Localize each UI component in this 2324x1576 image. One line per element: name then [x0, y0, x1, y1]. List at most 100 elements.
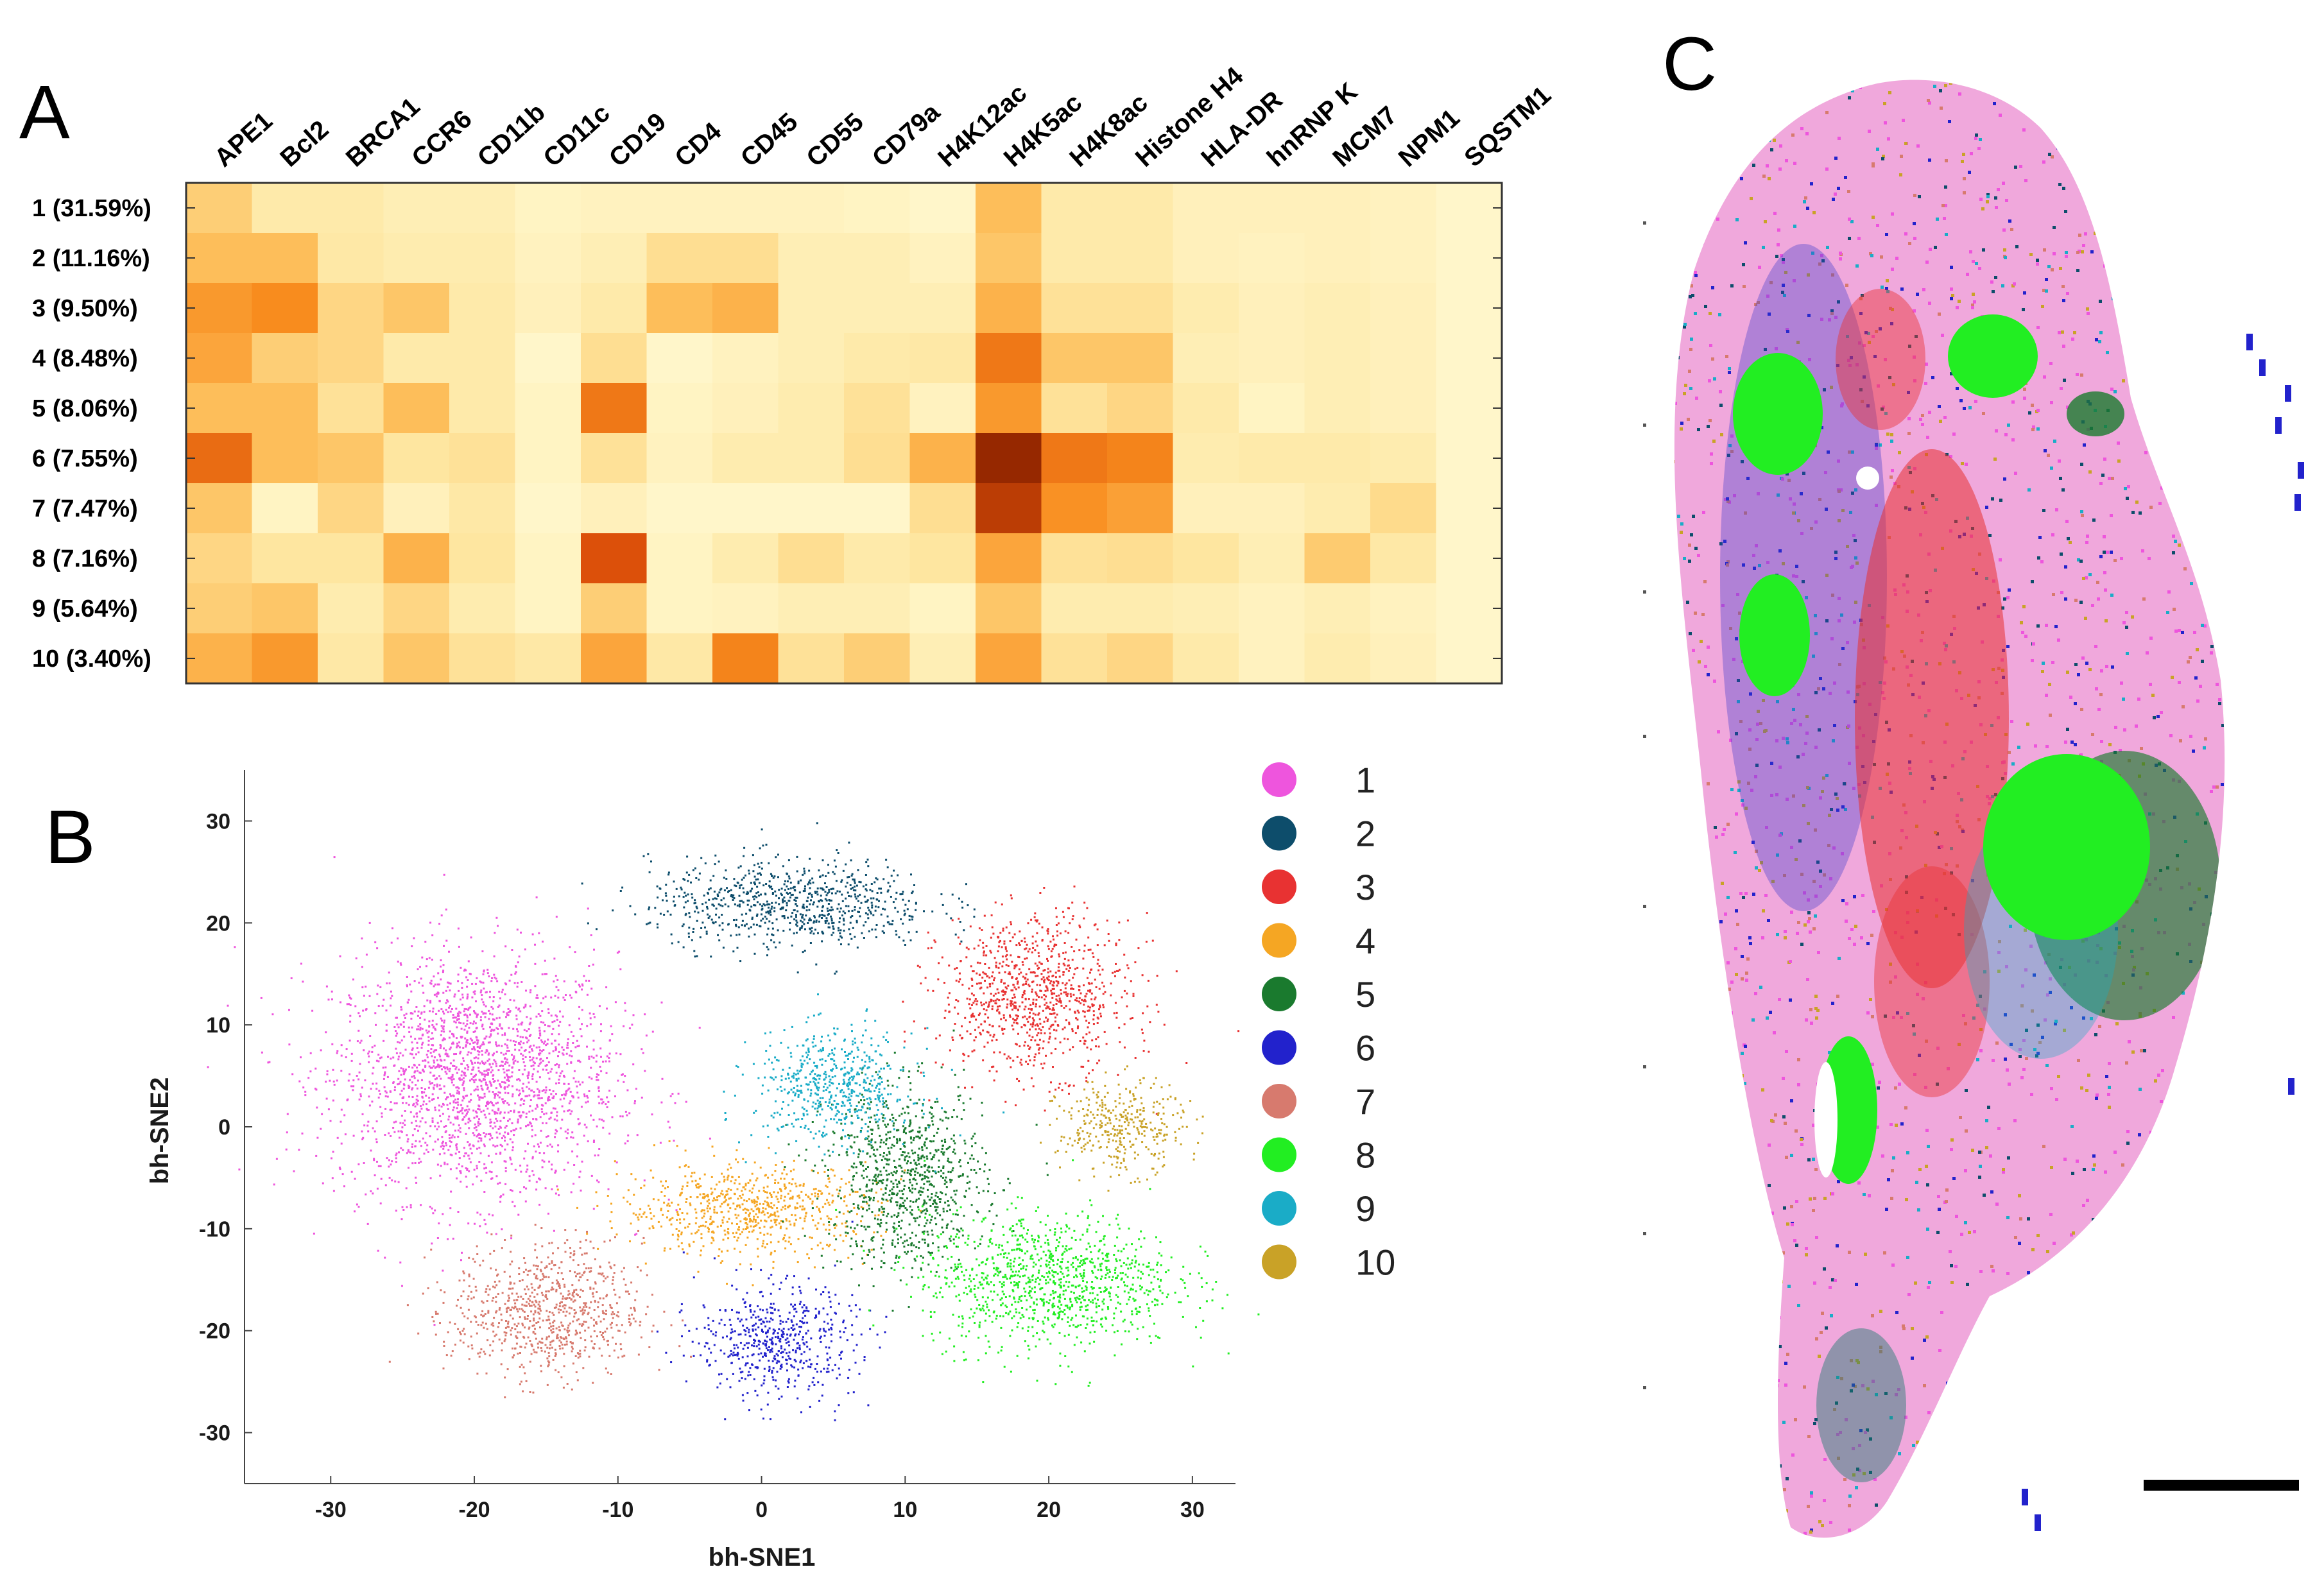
heatmap-cell: [1173, 233, 1239, 284]
tsne-point: [506, 1069, 508, 1072]
tsne-point: [338, 1167, 341, 1169]
tsne-point: [368, 1095, 370, 1098]
tsne-point: [538, 932, 540, 934]
tsne-point: [1067, 907, 1069, 909]
tsne-point: [682, 1248, 684, 1251]
tsne-point: [1103, 944, 1106, 946]
tsne-point: [487, 1054, 490, 1056]
tsne-point: [789, 881, 792, 884]
tsne-point: [777, 1198, 779, 1201]
heatmap-cell: [1173, 533, 1239, 584]
tsne-point: [784, 880, 786, 882]
tsne-point: [1018, 942, 1020, 945]
tsne-point: [822, 1247, 824, 1250]
tsne-point: [411, 1047, 414, 1050]
tsne-point: [331, 1157, 332, 1160]
tsne-point: [830, 909, 832, 912]
tsne-point: [735, 885, 737, 887]
tsne-point: [529, 1122, 532, 1125]
tsne-point: [691, 1172, 693, 1174]
tsne-point: [377, 1060, 380, 1063]
tsne-point: [700, 927, 703, 929]
tsne-point: [418, 981, 420, 984]
tsne-point: [738, 1183, 741, 1185]
tsne-point: [403, 1014, 406, 1016]
tsne-point: [394, 1086, 396, 1088]
tsne-point: [399, 1052, 402, 1054]
tsne-point: [528, 1074, 529, 1077]
tsne-point: [756, 913, 759, 916]
tsne-point: [463, 1116, 466, 1118]
tsne-point: [1026, 978, 1029, 981]
tsne-point: [516, 1079, 519, 1081]
heatmap-cell: [646, 183, 713, 234]
tsne-point: [1003, 991, 1005, 993]
tsne-point: [703, 1212, 706, 1215]
tsne-point: [795, 916, 797, 918]
tsne-point: [426, 1056, 429, 1059]
tsne-point: [776, 1207, 779, 1210]
tsne-point: [450, 1095, 452, 1097]
heatmap-cell: [909, 383, 976, 434]
tsne-point: [871, 904, 874, 907]
heatmap-cell: [1304, 383, 1371, 434]
tsne-point: [458, 1015, 460, 1017]
tsne-point: [624, 1075, 626, 1077]
tsne-point: [983, 1003, 985, 1006]
tsne-point: [855, 1233, 857, 1235]
tsne-point: [605, 1072, 608, 1074]
tsne-point: [413, 1010, 416, 1013]
tsne-point: [493, 1122, 495, 1124]
tsne-point: [1146, 912, 1148, 914]
tsne-point: [523, 1099, 526, 1102]
tsne-point: [445, 1009, 447, 1011]
tsne-point: [578, 984, 580, 986]
tsne-point: [737, 1237, 739, 1239]
tsne-point: [555, 1014, 557, 1016]
tsne-point: [336, 1079, 338, 1082]
heatmap-row-label: 5 (8.06%): [32, 395, 138, 422]
tsne-point: [467, 1111, 469, 1113]
tsne-point: [512, 1093, 514, 1095]
tsne-point: [843, 1200, 845, 1203]
tsne-point: [325, 1031, 327, 1034]
tsne-point: [869, 911, 872, 913]
tsne-point: [555, 1132, 556, 1135]
tsne-point: [649, 1208, 651, 1210]
tsne-point: [1020, 972, 1022, 974]
tsne-point: [592, 1118, 595, 1121]
tsne-point: [646, 923, 648, 925]
tsne-point: [571, 1150, 574, 1152]
tsne-point: [917, 964, 919, 967]
tsne-point: [512, 1066, 513, 1068]
tsne-point: [709, 887, 712, 889]
tsne-point: [443, 1013, 445, 1015]
tsne-point: [621, 886, 624, 889]
tsne-point: [1014, 965, 1017, 968]
tsne-point: [474, 1041, 476, 1043]
tsne-point: [449, 1207, 452, 1210]
tsne-point: [1024, 1015, 1026, 1018]
tsne-point: [510, 1158, 512, 1161]
heatmap-cell: [844, 633, 911, 684]
tsne-point: [970, 1015, 973, 1018]
tsne-point: [462, 1022, 465, 1025]
tsne-point: [746, 899, 749, 902]
tsne-point: [529, 1034, 532, 1036]
tsne-point: [843, 929, 845, 932]
tsne-point: [670, 933, 673, 936]
tsne-point: [1044, 1109, 1046, 1112]
tsne-point: [860, 902, 863, 904]
tsne-point: [1054, 1020, 1056, 1023]
tsne-point: [1104, 991, 1106, 993]
tsne-point: [374, 1174, 376, 1177]
tsne-point: [1087, 1026, 1089, 1029]
tsne-point: [438, 1104, 440, 1107]
tsne-point: [802, 905, 804, 908]
tsne-point: [420, 1011, 423, 1014]
tsne-point: [517, 1024, 520, 1026]
tsne-point: [968, 1003, 970, 1006]
tsne-point: [606, 1096, 608, 1099]
tsne-point: [452, 1106, 455, 1109]
tsne-point: [1040, 963, 1043, 965]
